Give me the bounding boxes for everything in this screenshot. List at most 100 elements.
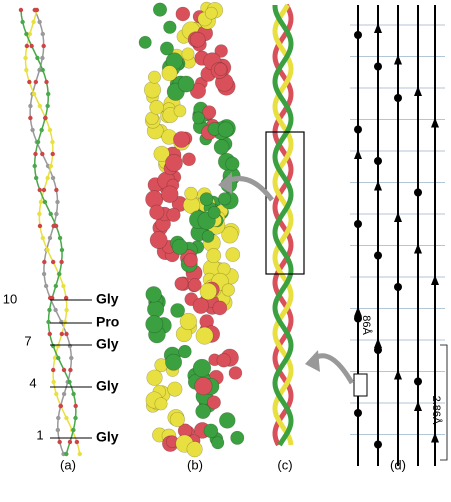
sphere [161, 185, 179, 203]
atom [18, 7, 24, 13]
atom [61, 367, 67, 373]
atom [46, 91, 51, 97]
sphere [188, 278, 202, 292]
atom [56, 415, 61, 421]
sphere [171, 238, 188, 255]
sphere [207, 395, 221, 410]
residue-dot [354, 220, 362, 228]
sphere [228, 366, 243, 380]
atom [50, 139, 55, 145]
pointer-head [218, 172, 232, 194]
atom [53, 307, 58, 313]
sphere [225, 156, 240, 171]
residue-dot [414, 377, 422, 386]
sphere [192, 111, 205, 125]
sphere [170, 303, 185, 318]
residue-dot [374, 251, 382, 260]
atom [64, 415, 69, 421]
sphere [147, 70, 161, 84]
sphere [184, 186, 198, 201]
sphere [213, 139, 230, 155]
atom [24, 43, 30, 49]
atom [73, 415, 78, 421]
sphere [194, 376, 213, 396]
sphere [195, 403, 211, 420]
atom [64, 331, 69, 337]
atom [27, 31, 33, 37]
atom [57, 439, 62, 445]
atom [54, 187, 59, 193]
sphere [183, 252, 198, 268]
residue-dot [414, 188, 422, 197]
atom [24, 67, 29, 73]
atom [33, 79, 39, 85]
sphere [169, 411, 185, 428]
atom [68, 367, 73, 373]
strand [272, 4, 294, 447]
atom [50, 175, 56, 181]
sphere [161, 65, 178, 82]
residue-name: Gly [96, 291, 119, 307]
atom [42, 259, 47, 265]
panel-label: (b) [187, 457, 203, 472]
residue-number: 7 [24, 333, 31, 348]
arrow [374, 338, 382, 348]
unit-box [353, 373, 368, 397]
atom [41, 271, 47, 277]
arrow [394, 369, 402, 380]
sphere [143, 81, 162, 99]
arrow [431, 275, 439, 285]
atom [37, 211, 42, 217]
sphere [212, 300, 228, 316]
atom [48, 163, 54, 169]
atom [40, 151, 45, 157]
sphere [152, 2, 168, 17]
atom [59, 259, 64, 265]
sphere [179, 312, 197, 331]
panel-label: (a) [60, 457, 76, 472]
atom [37, 223, 43, 229]
sphere [138, 35, 152, 49]
residue-number: 1 [36, 427, 43, 442]
residue-dot [374, 62, 382, 71]
sphere [192, 297, 209, 314]
atom [67, 343, 73, 349]
atom [37, 19, 42, 25]
arrow [374, 23, 382, 33]
atom [37, 67, 42, 73]
sphere [153, 145, 170, 163]
atom [40, 67, 45, 73]
atom [28, 103, 33, 109]
atom [35, 55, 40, 61]
residue-dot [354, 409, 362, 417]
atom [40, 235, 46, 241]
atom [27, 79, 32, 85]
atom [45, 103, 50, 109]
residue-name: Gly [96, 378, 119, 394]
residue-name: Gly [96, 429, 119, 445]
atom [71, 427, 76, 433]
atom [35, 139, 41, 145]
atom [49, 295, 55, 301]
atom [74, 439, 80, 445]
atom [64, 307, 69, 313]
atom [67, 439, 73, 445]
sphere [199, 282, 217, 301]
atom [24, 31, 29, 37]
atom [56, 355, 61, 361]
sphere [174, 276, 189, 291]
residue-dot [374, 440, 382, 449]
sphere [217, 121, 234, 138]
sphere [177, 75, 195, 93]
pointer-head [305, 350, 320, 372]
residue-dot [354, 31, 362, 39]
sphere [159, 41, 174, 56]
arrow [431, 432, 439, 443]
atom [40, 55, 45, 61]
atom [58, 403, 64, 409]
arrow [394, 212, 402, 222]
atom [47, 307, 52, 313]
sphere [211, 436, 225, 450]
sphere [207, 206, 221, 220]
sphere [189, 31, 206, 48]
